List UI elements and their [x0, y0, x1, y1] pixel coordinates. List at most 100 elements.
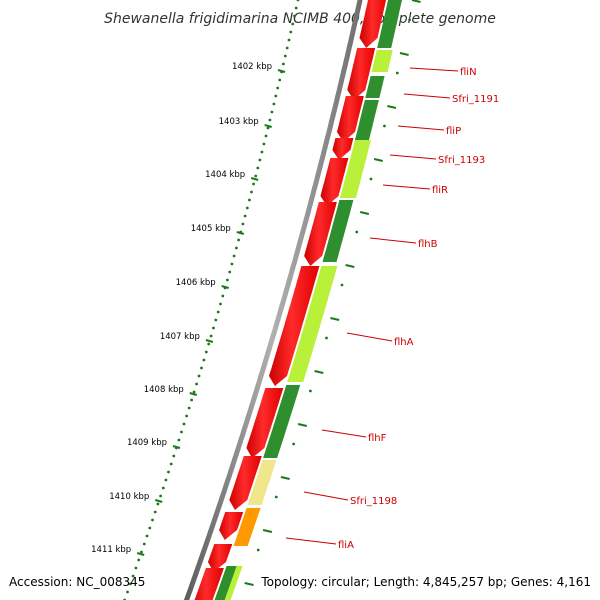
kbp-label: 1408 kbp [144, 385, 184, 395]
kbp-tick [154, 499, 163, 503]
cds-arrow [320, 158, 349, 206]
ruler-dot [164, 478, 168, 482]
ruler-dot [219, 302, 222, 306]
ruler-dot [278, 78, 282, 82]
ruler-dot [268, 118, 272, 122]
ruler-dot [180, 430, 183, 434]
kbp-label: 1411 kbp [91, 545, 131, 555]
kbp-tick [221, 285, 229, 289]
ruler-dot [228, 270, 232, 274]
ruler-dot [140, 550, 143, 554]
gene-block [377, 0, 402, 48]
ruler-dot [230, 262, 234, 266]
ruler-dot [212, 326, 215, 330]
ruler-dot [207, 342, 211, 346]
kbp-label: 1404 kbp [205, 170, 245, 180]
feature-track [183, 0, 402, 600]
ruler-dot [235, 246, 238, 250]
ruler-dot [128, 582, 132, 586]
ruler-dot [142, 542, 146, 546]
gene-block-stripe [224, 566, 243, 600]
ruler-dot [291, 22, 295, 26]
ruler-dot [145, 534, 149, 538]
ruler-dot [266, 126, 270, 130]
ruler-dot [209, 334, 213, 338]
ruler-dot [221, 294, 225, 298]
gene-block [354, 100, 379, 140]
ruler-dot [137, 558, 141, 562]
outer-tick [387, 105, 397, 109]
kbp-tick [172, 445, 181, 449]
ruler-dot [245, 206, 249, 210]
outer-tick [244, 582, 254, 586]
ruler-dot [260, 150, 264, 154]
outer-tick [262, 529, 273, 533]
ruler-dot [274, 94, 278, 98]
ruler-dot [250, 190, 253, 194]
cds-arrow [304, 202, 337, 266]
ruler-dot [294, 6, 298, 10]
ruler-dot [282, 62, 285, 66]
outer-tick [330, 317, 340, 321]
map-title: Shewanella frigidimarina NCIMB 400, comp… [104, 11, 496, 27]
ruler-dot [296, 0, 300, 2]
gene-label: flhF [368, 433, 387, 444]
gene-block [263, 385, 301, 458]
outer-dot [408, 18, 411, 22]
gene-label: Sfri_1198 [350, 496, 397, 507]
cds-arrow [208, 544, 233, 572]
ruler-dot [258, 158, 262, 162]
gene-label: flhA [394, 337, 414, 348]
ruler-dot [134, 566, 138, 570]
gene-label: fliR [432, 185, 448, 196]
gene-block [365, 76, 385, 98]
gene-block [247, 460, 277, 505]
cds-arrow [246, 388, 284, 458]
outer-dot [256, 548, 260, 552]
genome-backbone [183, 0, 363, 600]
kbp-tick [264, 124, 272, 128]
gene-block [322, 200, 354, 262]
gene-block-stripe [349, 140, 371, 198]
gene-label: Sfri_1191 [452, 94, 499, 105]
leader-line [382, 184, 431, 190]
outer-dot [274, 495, 278, 499]
kbp-tick [136, 552, 145, 556]
kbp-tick [205, 339, 214, 343]
ruler-dot [131, 574, 135, 578]
kbp-tick [277, 69, 286, 73]
outer-tick [314, 370, 324, 374]
cds-arrow [359, 0, 386, 48]
ruler-dot [187, 406, 191, 410]
leader-line [346, 332, 393, 342]
ruler-dot [272, 102, 276, 106]
ruler-dot [256, 166, 260, 170]
outer-dot [395, 71, 399, 75]
outer-tick [359, 211, 370, 215]
kbp-tick [236, 231, 245, 235]
gene-block-stripe [297, 266, 338, 382]
leader-line [321, 429, 367, 438]
ruler-dot [254, 174, 258, 178]
outer-tick [399, 52, 409, 56]
ruler-dot [126, 590, 129, 594]
ruler-dot [169, 462, 173, 466]
cds-arrow [194, 568, 224, 600]
outer-dot [292, 442, 296, 446]
ruler-dot [197, 374, 201, 378]
ruler-dot [232, 254, 236, 258]
gene-label: fliA [338, 540, 354, 551]
accession-text: Accession: NC_008345 [9, 575, 145, 589]
kbp-label: 1410 kbp [109, 492, 149, 502]
kbp-tick [250, 177, 259, 181]
kbp-label: 1402 kbp [232, 62, 272, 72]
outer-dot [308, 389, 312, 393]
ruler-dot [216, 310, 220, 314]
leader-line [303, 491, 349, 501]
leader-line [409, 67, 459, 72]
tick-ruler: 1402 kbp 1403 kbp 1404 kbp 1405 kbp 1406 kbp… [91, 0, 421, 600]
ruler-dot [252, 182, 256, 186]
ruler-dot [200, 366, 203, 370]
kbp-label: 1409 kbp [127, 438, 167, 448]
